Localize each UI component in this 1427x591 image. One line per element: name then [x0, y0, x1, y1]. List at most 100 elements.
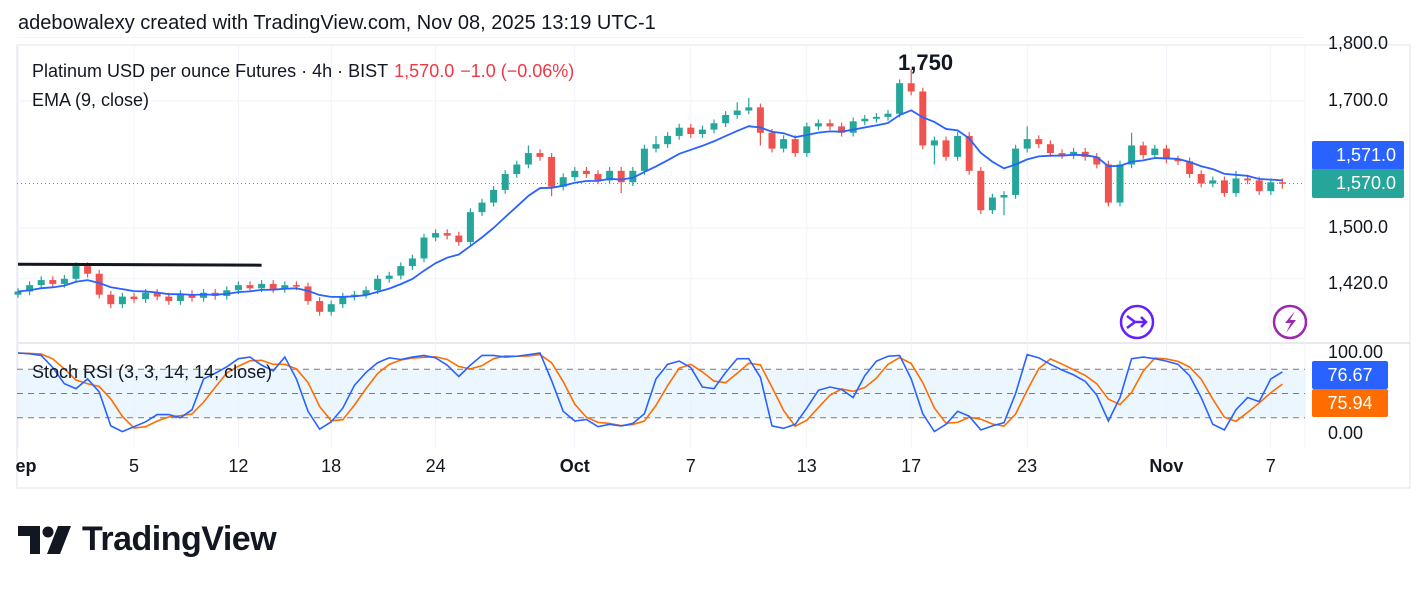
chart-frame — [16, 44, 1411, 489]
candle-body — [420, 237, 428, 259]
candle-body — [95, 273, 103, 295]
candle-body — [258, 283, 266, 289]
candle-body — [861, 118, 869, 122]
candle-body — [977, 170, 985, 211]
candle-body — [954, 135, 962, 157]
candle-body — [385, 275, 393, 279]
candle-body — [803, 126, 811, 154]
candle-body — [872, 116, 880, 119]
candle-body — [594, 174, 602, 181]
candle-body — [1023, 139, 1031, 149]
candle-body — [884, 113, 892, 117]
candle-body — [1139, 145, 1147, 155]
candle-body — [1278, 182, 1286, 184]
price-tick: 1,420.0 — [1328, 273, 1389, 293]
time-tick: 17 — [901, 456, 922, 476]
candle-body — [118, 296, 126, 305]
candle-body — [501, 174, 509, 190]
candle-body — [455, 235, 463, 242]
ema-value-badge: 1,571.0 — [1312, 141, 1404, 170]
candle-body — [316, 301, 324, 312]
candle-body — [722, 114, 730, 124]
candle-body — [397, 266, 405, 276]
stoch-tick: 0.00 — [1328, 423, 1364, 443]
candle-body — [1255, 180, 1263, 192]
candle-body — [1012, 148, 1020, 195]
price-tick: 1,500.0 — [1328, 217, 1389, 237]
stoch-legend[interactable]: Stoch RSI (3, 3, 14, 14, close) — [32, 362, 273, 382]
time-tick: 13 — [796, 456, 817, 476]
candle-body — [780, 139, 788, 149]
high-marker: 1,750 — [898, 50, 954, 75]
candle-body — [14, 291, 22, 295]
candle-body — [896, 83, 904, 114]
candle-body — [1197, 174, 1205, 184]
candle-body — [1058, 153, 1066, 155]
candle-body — [513, 164, 521, 175]
candle-body — [1174, 159, 1182, 162]
d-value-badge: 75.94 — [1312, 389, 1388, 417]
stoch-d-line — [17, 352, 1283, 429]
candle-body — [930, 140, 938, 146]
symbol-legend: Platinum USD per ounce Futures · 4h · BI… — [32, 61, 574, 82]
candle-body — [281, 285, 289, 289]
candle-body — [165, 296, 173, 302]
forward-arrows-icon[interactable] — [1119, 304, 1155, 340]
candle-body — [733, 110, 741, 115]
candle-body — [327, 304, 335, 312]
candle-body — [1116, 164, 1124, 203]
lightning-icon[interactable] — [1272, 304, 1308, 340]
last-price-badge: 1,570.0 — [1312, 169, 1404, 198]
candle-body — [234, 285, 242, 291]
candle-body — [548, 156, 556, 187]
candle-body — [1162, 148, 1170, 160]
candle-body — [629, 170, 637, 183]
candle-body — [965, 135, 973, 171]
candle-body — [304, 286, 312, 302]
price-change: −1.0 (−0.06%) — [460, 61, 575, 81]
candle-body — [571, 170, 579, 178]
time-tick: ep — [15, 456, 37, 476]
price-tick: 1,700.0 — [1328, 90, 1389, 110]
time-tick: 23 — [1017, 456, 1038, 476]
tradingview-logo[interactable]: TradingView — [18, 520, 277, 559]
candle-body — [675, 127, 683, 136]
symbol-title: Platinum USD per ounce Futures · 4h · BI… — [32, 61, 389, 81]
candle-body — [188, 294, 196, 298]
time-tick: Nov — [1149, 456, 1184, 476]
candle-body — [640, 148, 648, 171]
candle-body — [698, 129, 706, 135]
candle-body — [84, 266, 92, 274]
candle-body — [246, 285, 254, 289]
candle-body — [142, 292, 150, 300]
candle-body — [37, 280, 45, 286]
candle-body — [1093, 156, 1101, 165]
candle-body — [536, 153, 544, 157]
candle-body — [466, 212, 474, 242]
candle-body — [1070, 151, 1078, 155]
candle-body — [443, 233, 451, 236]
candle-body — [988, 197, 996, 211]
candle-body — [130, 296, 138, 300]
time-tick: Oct — [559, 456, 590, 476]
last-price: 1,570.0 — [394, 61, 455, 81]
candle-body — [1151, 148, 1159, 155]
ema-legend[interactable]: EMA (9, close) — [32, 90, 150, 110]
candle-body — [1232, 178, 1240, 194]
tv-logo-icon — [18, 525, 71, 554]
credit-line: adebowalexy created with TradingView.com… — [18, 12, 656, 34]
candle-body — [1267, 182, 1275, 192]
time-tick: 24 — [425, 456, 446, 476]
candle-body — [374, 278, 382, 291]
candle-body — [606, 170, 614, 181]
stoch-k-line — [17, 352, 1283, 433]
candle-body — [849, 121, 857, 133]
candle-body — [559, 177, 567, 187]
candle-body — [710, 123, 718, 130]
time-tick: 18 — [321, 456, 342, 476]
candle-body — [838, 126, 846, 133]
candle-body — [652, 144, 660, 149]
candle-body — [756, 107, 764, 133]
candle-body — [582, 170, 590, 175]
